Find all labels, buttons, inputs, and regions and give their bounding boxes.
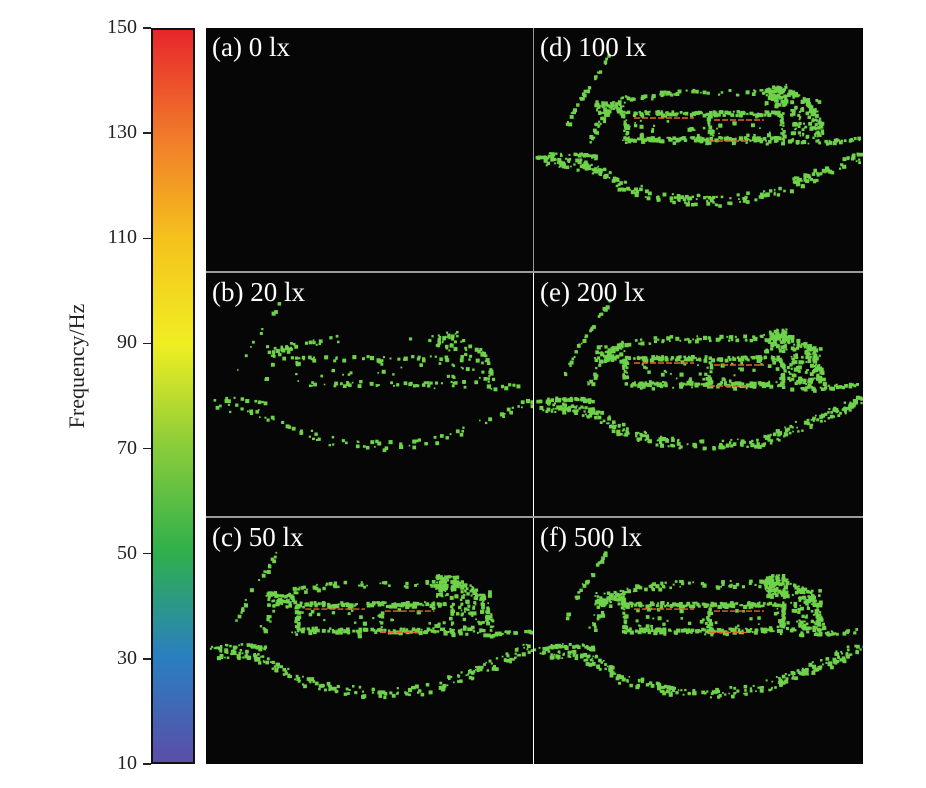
panel-f-label: (f) 500 lx: [540, 522, 642, 552]
panel-divider-top: [206, 271, 863, 273]
event-points: [213, 302, 533, 453]
event-points: [535, 54, 863, 208]
frequency-colorbar: [151, 28, 195, 764]
colorbar-tick-30: [143, 658, 151, 660]
colorbar-tick-label-150: 150: [107, 16, 137, 38]
panel-b-label: (b) 20 lx: [212, 277, 305, 307]
panel-d-label: (d) 100 lx: [540, 32, 647, 62]
colorbar-tick-label-90: 90: [117, 331, 137, 354]
colorbar-tick-130: [143, 132, 151, 134]
colorbar-tick-label-130: 130: [107, 121, 137, 144]
panel-c-50-lux: (c) 50 lx: [206, 518, 533, 764]
panel-c-event-map: [209, 551, 533, 700]
panel-f-500-lux: (f) 500 lx: [534, 518, 863, 764]
event-points: [534, 545, 863, 699]
high-frequency-events: [634, 362, 764, 387]
event-points: [536, 298, 863, 451]
panel-d-event-map: [535, 54, 863, 208]
panel-divider-middle: [206, 516, 863, 518]
panel-e-200-lux: (e) 200 lx: [534, 273, 863, 516]
panel-a-0-lux: (a) 0 lx: [206, 28, 533, 271]
panel-e-label: (e) 200 lx: [540, 277, 645, 307]
colorbar-tick-label-70: 70: [117, 436, 137, 459]
colorbar-tick-110: [143, 237, 151, 240]
colorbar-tick-150: [143, 27, 151, 29]
panel-e-event-map: [536, 298, 863, 451]
colorbar-tick-label-30: 30: [117, 646, 137, 669]
high-frequency-events: [305, 608, 435, 634]
colorbar-tick-70: [143, 447, 151, 450]
panel-b-20-lux: (b) 20 lx: [206, 273, 533, 516]
colorbar-tick-10: [143, 763, 151, 765]
colorbar-tick-label-10: 10: [117, 752, 137, 774]
event-points: [209, 551, 533, 700]
panel-b-event-map: [213, 302, 533, 453]
colorbar-tick-50: [143, 552, 151, 555]
panel-f-event-map: [534, 545, 863, 699]
panel-divider-vertical: [533, 28, 534, 271]
high-frequency-events: [634, 608, 764, 634]
colorbar-axis-label: Frequency/Hz: [64, 303, 89, 429]
colorbar-tick-90: [143, 342, 151, 345]
high-frequency-events: [634, 117, 764, 142]
panel-d-100-lux: (d) 100 lx: [534, 28, 863, 271]
colorbar-tick-label-110: 110: [107, 226, 137, 249]
panel-a-label: (a) 0 lx: [212, 32, 290, 62]
panel-c-label: (c) 50 lx: [212, 522, 304, 552]
colorbar-tick-label-50: 50: [117, 541, 137, 564]
panel-a-event-map: [206, 28, 533, 271]
